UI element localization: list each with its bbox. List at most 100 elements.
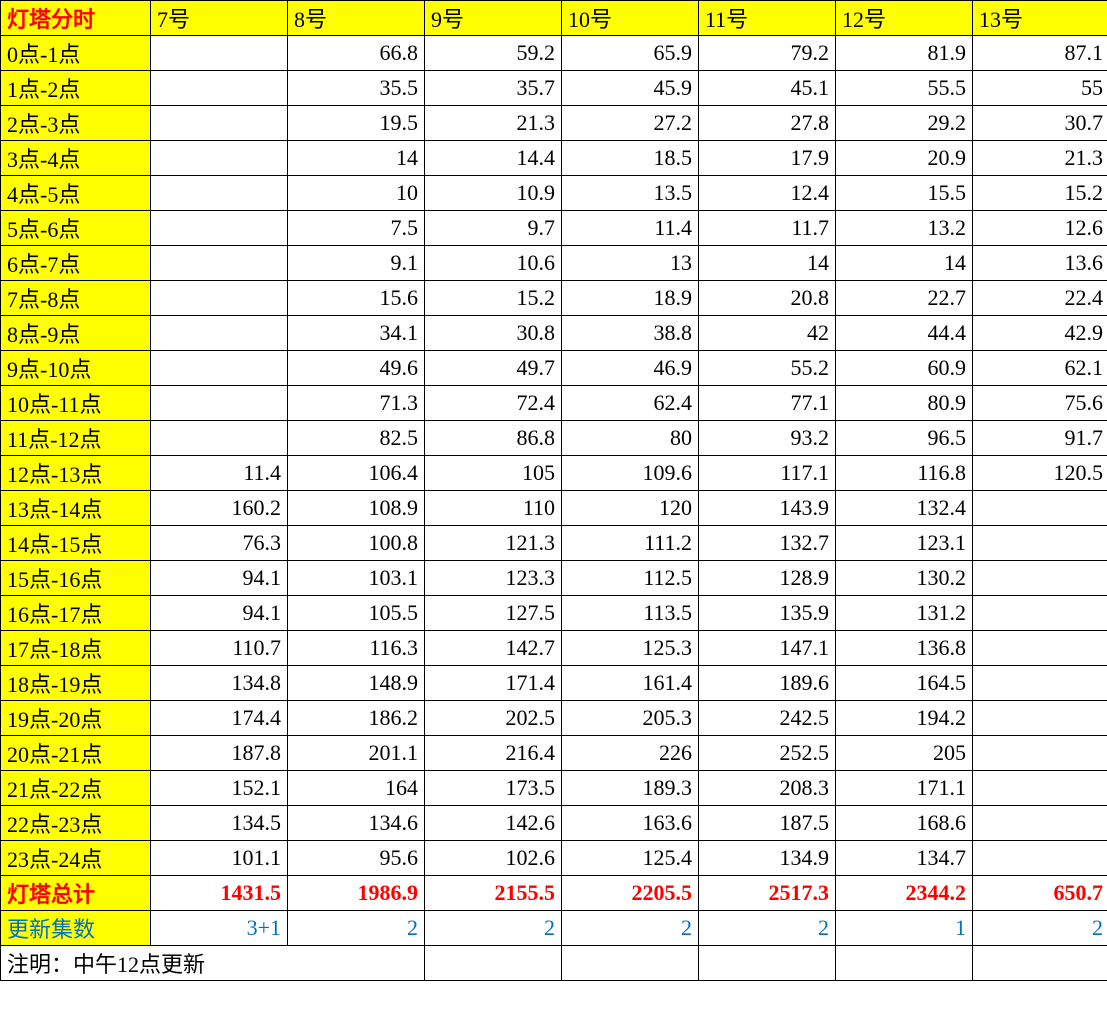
data-cell: 130.2	[836, 561, 973, 596]
data-cell	[151, 211, 288, 246]
data-cell: 131.2	[836, 596, 973, 631]
data-cell	[151, 386, 288, 421]
data-cell: 21.3	[973, 141, 1107, 176]
data-cell: 55	[973, 71, 1107, 106]
data-cell	[151, 106, 288, 141]
data-cell: 77.1	[699, 386, 836, 421]
column-header: 12号	[836, 1, 973, 36]
data-cell: 143.9	[699, 491, 836, 526]
data-cell: 103.1	[288, 561, 425, 596]
data-cell: 174.4	[151, 701, 288, 736]
data-cell	[973, 561, 1107, 596]
row-label: 0点-1点	[1, 36, 151, 71]
data-cell: 18.9	[562, 281, 699, 316]
data-cell: 22.4	[973, 281, 1107, 316]
total-cell: 1986.9	[288, 876, 425, 911]
data-cell: 35.5	[288, 71, 425, 106]
data-cell: 134.6	[288, 806, 425, 841]
data-cell: 13.6	[973, 246, 1107, 281]
data-cell: 91.7	[973, 421, 1107, 456]
update-cell: 2	[699, 911, 836, 946]
data-cell: 95.6	[288, 841, 425, 876]
data-cell: 42	[699, 316, 836, 351]
data-cell: 46.9	[562, 351, 699, 386]
note-cell: 注明：中午12点更新	[1, 946, 425, 981]
row-label: 3点-4点	[1, 141, 151, 176]
data-cell: 116.3	[288, 631, 425, 666]
data-cell	[151, 36, 288, 71]
data-cell	[973, 666, 1107, 701]
data-cell: 123.1	[836, 526, 973, 561]
data-cell: 171.4	[425, 666, 562, 701]
data-cell: 101.1	[151, 841, 288, 876]
data-cell: 22.7	[836, 281, 973, 316]
row-label: 8点-9点	[1, 316, 151, 351]
data-cell: 15.2	[973, 176, 1107, 211]
data-cell: 29.2	[836, 106, 973, 141]
total-label: 灯塔总计	[1, 876, 151, 911]
data-cell: 148.9	[288, 666, 425, 701]
data-cell: 21.3	[425, 106, 562, 141]
row-label: 20点-21点	[1, 736, 151, 771]
data-cell	[151, 176, 288, 211]
data-cell: 19.5	[288, 106, 425, 141]
empty-cell	[562, 946, 699, 981]
data-cell: 55.2	[699, 351, 836, 386]
data-cell	[973, 701, 1107, 736]
data-cell: 71.3	[288, 386, 425, 421]
total-cell: 2517.3	[699, 876, 836, 911]
data-cell: 123.3	[425, 561, 562, 596]
data-cell: 160.2	[151, 491, 288, 526]
data-cell: 44.4	[836, 316, 973, 351]
data-cell: 187.5	[699, 806, 836, 841]
data-cell: 81.9	[836, 36, 973, 71]
update-cell: 3+1	[151, 911, 288, 946]
data-cell	[151, 351, 288, 386]
data-cell: 93.2	[699, 421, 836, 456]
row-label: 1点-2点	[1, 71, 151, 106]
data-cell: 42.9	[973, 316, 1107, 351]
data-cell: 105	[425, 456, 562, 491]
data-cell: 116.8	[836, 456, 973, 491]
data-cell: 134.8	[151, 666, 288, 701]
data-cell: 15.6	[288, 281, 425, 316]
data-cell: 142.7	[425, 631, 562, 666]
total-cell: 2344.2	[836, 876, 973, 911]
update-cell: 2	[288, 911, 425, 946]
data-cell: 15.2	[425, 281, 562, 316]
data-cell: 136.8	[836, 631, 973, 666]
data-cell	[973, 771, 1107, 806]
data-cell: 117.1	[699, 456, 836, 491]
data-cell: 94.1	[151, 596, 288, 631]
data-cell: 62.1	[973, 351, 1107, 386]
data-cell: 252.5	[699, 736, 836, 771]
update-cell: 1	[836, 911, 973, 946]
data-cell: 20.9	[836, 141, 973, 176]
data-cell: 164	[288, 771, 425, 806]
data-cell: 134.7	[836, 841, 973, 876]
row-label: 6点-7点	[1, 246, 151, 281]
data-cell: 173.5	[425, 771, 562, 806]
data-cell: 171.1	[836, 771, 973, 806]
empty-cell	[973, 946, 1107, 981]
data-cell: 189.6	[699, 666, 836, 701]
data-cell: 10.9	[425, 176, 562, 211]
data-cell: 105.5	[288, 596, 425, 631]
data-cell: 108.9	[288, 491, 425, 526]
row-label: 5点-6点	[1, 211, 151, 246]
data-cell: 109.6	[562, 456, 699, 491]
data-cell: 14	[836, 246, 973, 281]
column-header: 10号	[562, 1, 699, 36]
empty-cell	[699, 946, 836, 981]
column-header: 11号	[699, 1, 836, 36]
row-label: 2点-3点	[1, 106, 151, 141]
data-cell: 134.9	[699, 841, 836, 876]
data-cell: 132.7	[699, 526, 836, 561]
data-cell: 201.1	[288, 736, 425, 771]
header-corner: 灯塔分时	[1, 1, 151, 36]
data-cell: 13.5	[562, 176, 699, 211]
data-cell: 66.8	[288, 36, 425, 71]
hourly-data-table: 灯塔分时7号8号9号10号11号12号13号0点-1点66.859.265.97…	[0, 0, 1107, 981]
update-label: 更新集数	[1, 911, 151, 946]
data-cell: 106.4	[288, 456, 425, 491]
